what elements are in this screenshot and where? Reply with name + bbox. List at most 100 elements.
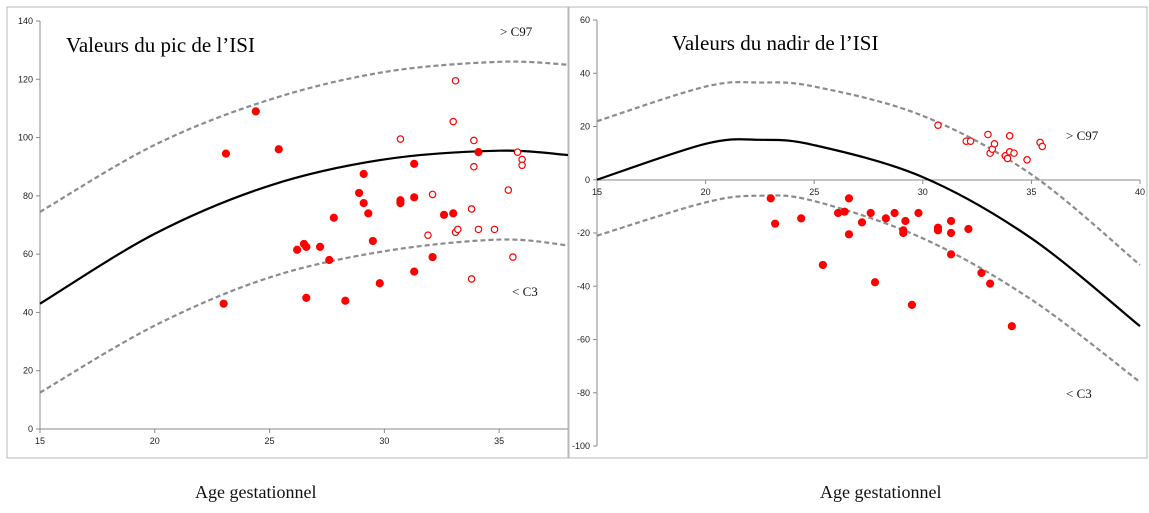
point-filled	[364, 209, 373, 218]
point-open	[934, 121, 942, 129]
point-open	[990, 140, 999, 148]
point-filled	[899, 228, 908, 238]
curve-median	[596, 138, 1141, 328]
point-filled	[274, 145, 283, 154]
y-tick-label: 20	[23, 366, 33, 376]
point-open	[467, 275, 476, 283]
point-filled	[410, 267, 419, 276]
point-filled	[933, 226, 943, 235]
point-filled	[375, 279, 384, 288]
point-filled	[833, 208, 843, 218]
curve-c3	[39, 238, 569, 394]
y-tick-label: 60	[580, 15, 590, 25]
y-tick-label: -60	[577, 335, 590, 345]
point-filled	[907, 300, 917, 309]
point-filled	[771, 219, 780, 228]
point-open	[518, 161, 526, 170]
point-filled	[901, 216, 910, 226]
point-filled	[1007, 322, 1016, 331]
x-tick-label: 20	[701, 187, 711, 197]
point-filled	[302, 242, 311, 251]
point-open	[396, 135, 405, 143]
x-tick-label: 40	[1135, 187, 1145, 197]
point-filled	[881, 214, 890, 223]
point-filled	[890, 208, 899, 218]
point-open	[984, 130, 992, 139]
point-open	[474, 225, 483, 234]
point-filled	[844, 194, 854, 203]
plot-frame	[6, 6, 569, 459]
point-filled	[410, 159, 419, 168]
point-filled	[368, 236, 377, 246]
point-filled	[818, 260, 827, 270]
x-tick-label: 30	[379, 436, 389, 446]
y-tick-label: 40	[23, 307, 33, 317]
point-filled	[354, 188, 364, 198]
y-tick-label: 140	[18, 16, 33, 26]
x-axis-title-peak: Age gestationnel	[195, 482, 317, 502]
point-filled	[302, 293, 311, 302]
point-open	[509, 253, 517, 261]
point-filled	[293, 245, 302, 254]
x-tick-label: 35	[1026, 187, 1036, 197]
point-filled	[219, 299, 228, 308]
y-tick-label: 80	[23, 191, 33, 201]
x-axis-title-nadir: Age gestationnel	[820, 482, 942, 502]
point-filled	[946, 216, 956, 226]
point-filled	[329, 213, 338, 222]
x-tick-label: 25	[265, 436, 275, 446]
point-filled	[986, 279, 995, 288]
x-tick-label: 15	[35, 436, 45, 446]
point-filled	[797, 214, 806, 223]
point-open	[513, 148, 522, 156]
point-filled	[221, 149, 231, 158]
annotation-c97: > C97	[500, 24, 533, 39]
point-open	[428, 190, 437, 199]
point-filled	[449, 209, 458, 218]
y-tick-label: 0	[585, 175, 590, 185]
point-open	[490, 225, 499, 234]
point-filled	[315, 242, 325, 251]
point-open	[470, 162, 478, 171]
point-filled	[964, 224, 973, 234]
curve-median	[39, 149, 569, 305]
y-tick-label: -20	[577, 228, 590, 238]
curve-c97	[39, 60, 569, 213]
point-open	[1003, 154, 1012, 163]
point-filled	[866, 208, 875, 218]
point-open	[504, 186, 513, 194]
panel-title: Valeurs du nadir de l’ISI	[672, 31, 878, 55]
point-filled	[396, 199, 405, 208]
point-open	[454, 225, 462, 234]
x-tick-label: 25	[809, 187, 819, 197]
point-filled	[428, 252, 437, 262]
point-filled	[977, 268, 986, 278]
point-filled	[251, 107, 260, 116]
point-filled	[410, 193, 419, 202]
point-filled	[474, 148, 483, 157]
y-tick-label: 100	[18, 133, 33, 143]
point-open	[467, 205, 476, 213]
point-filled	[766, 194, 775, 203]
y-tick-label: -80	[577, 388, 590, 398]
point-open	[424, 231, 432, 240]
y-tick-label: 40	[580, 68, 590, 78]
panel-peak: 0 20 40 60 80 100 120 140 15 20 25 30 35 Valeurs du p…	[6, 6, 569, 459]
point-filled	[946, 228, 956, 238]
annotation-c97: > C97	[1066, 128, 1099, 143]
point-open	[1005, 132, 1014, 140]
panel-title: Valeurs du pic de l’ISI	[66, 33, 255, 57]
point-filled	[341, 296, 350, 305]
point-open	[1023, 155, 1031, 164]
point-filled	[359, 199, 368, 208]
x-tick-label: 15	[592, 187, 602, 197]
plot-frame	[568, 6, 1148, 459]
point-open	[966, 137, 975, 145]
annotation-c3: < C3	[512, 284, 538, 299]
point-filled	[870, 278, 880, 287]
point-open	[449, 117, 458, 126]
point-filled	[844, 230, 854, 239]
y-tick-label: -100	[572, 441, 590, 451]
